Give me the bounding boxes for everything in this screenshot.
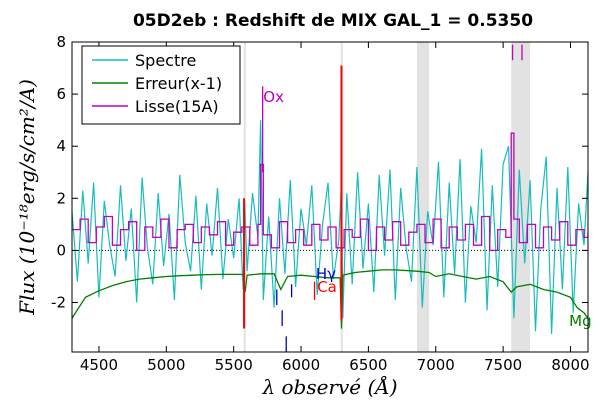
legend-box	[81, 45, 241, 125]
y-tick-label: 2	[56, 189, 66, 207]
x-tick-label: 4500	[80, 356, 118, 374]
series-line	[72, 269, 588, 329]
shaded-band	[243, 42, 246, 352]
x-tick-label: 7500	[484, 356, 522, 374]
y-axis-label: Flux (10⁻¹⁸erg/s/cm²/A)	[15, 79, 39, 316]
ticks-group: 4500 5000 5500 6000 6500 7000 7500 8000 -2 0 2 4 6 8	[51, 33, 590, 374]
legend-label: Lisse(15A)	[135, 97, 219, 116]
line-annotation: Ca	[317, 278, 337, 296]
line-annotation: Ox	[263, 88, 284, 106]
y-tick-label: 6	[56, 85, 66, 103]
y-tick-label: 4	[56, 137, 66, 155]
line-annotation: Mg	[569, 312, 591, 330]
x-tick-label: 5500	[215, 356, 253, 374]
x-tick-label: 7000	[417, 356, 455, 374]
legend: Spectre Erreur(x-1) Lisse(15A)	[81, 45, 241, 125]
x-tick-label: 8000	[551, 356, 589, 374]
plot-frame	[71, 41, 589, 353]
chart-title: 05D2eb : Redshift de MIX GAL_1 = 0.5350	[133, 11, 533, 31]
line-annotation: Hγ	[316, 265, 336, 283]
y-tick-label: 8	[56, 33, 66, 51]
shaded-band	[416, 42, 430, 352]
y-tick-label: 0	[56, 241, 66, 259]
y-tick-label: -2	[51, 294, 66, 312]
legend-label: Spectre	[135, 51, 196, 70]
series-group	[72, 120, 588, 334]
series-line	[72, 132, 588, 252]
line-marks-group	[243, 44, 523, 352]
legend-label: Erreur(x-1)	[135, 74, 222, 93]
x-tick-label: 6500	[349, 356, 387, 374]
x-tick-label: 6000	[282, 356, 320, 374]
x-tick-label: 5000	[147, 356, 185, 374]
series-line	[72, 120, 588, 334]
x-axis-label: λ observé (Å)	[261, 374, 397, 399]
